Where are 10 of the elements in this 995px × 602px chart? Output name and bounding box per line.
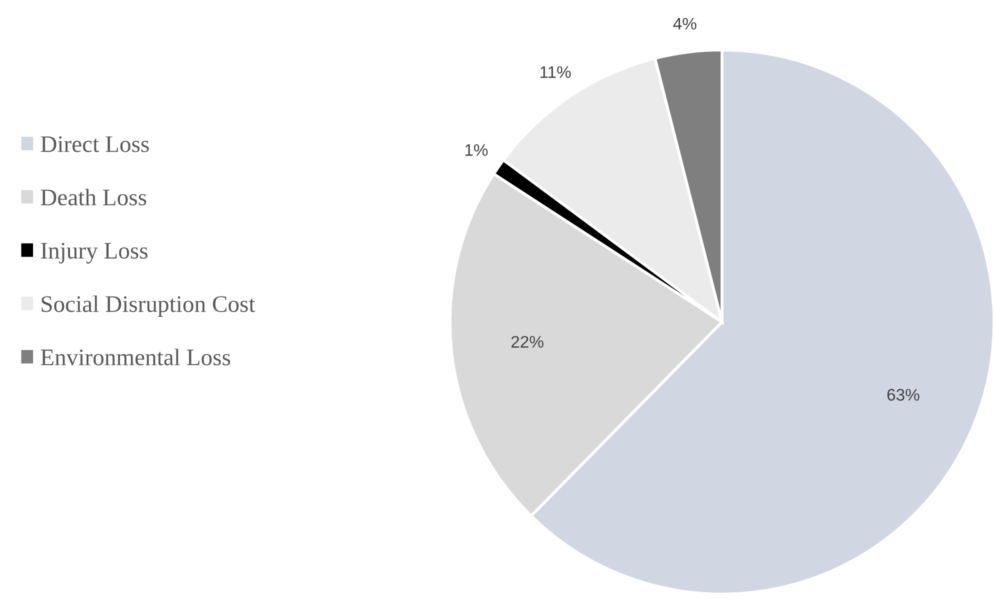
legend-label: Death Loss: [40, 188, 146, 206]
data-label: 11%: [540, 66, 571, 78]
data-label: 63%: [887, 388, 920, 401]
legend-label: Social Disruption Cost: [42, 295, 256, 317]
data-label: 22%: [511, 336, 544, 348]
legend-label: Injury Loss: [40, 242, 148, 264]
data-label: 4%: [673, 18, 696, 30]
legend-label: Environmental Loss: [40, 348, 230, 366]
data-label: 1%: [465, 144, 488, 156]
legend-label: Direct Loss: [40, 136, 149, 152]
